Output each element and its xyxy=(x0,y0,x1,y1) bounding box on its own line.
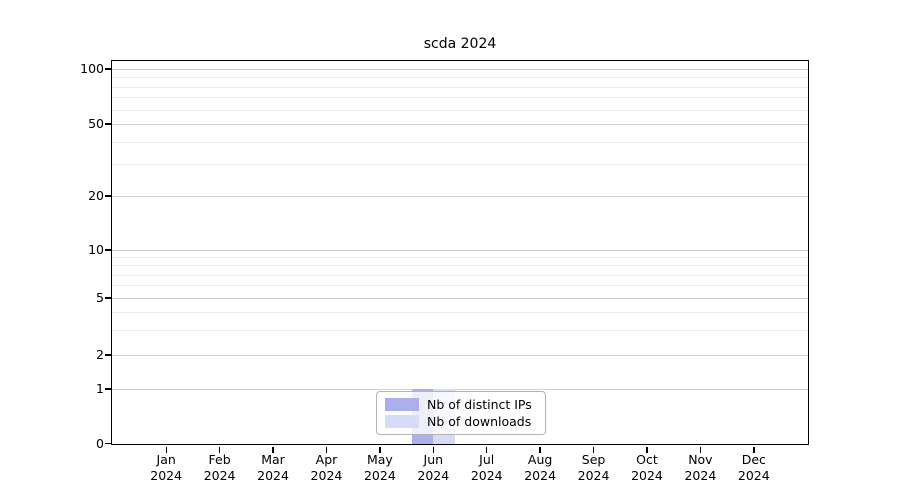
x-axis-tick xyxy=(272,447,274,453)
y-axis-tick-label: 50 xyxy=(88,116,104,131)
y-axis-tick-label: 100 xyxy=(80,61,104,76)
y-axis-tick-label: 5 xyxy=(96,290,104,305)
y-axis-tick xyxy=(104,249,111,251)
major-gridline xyxy=(112,250,808,251)
major-gridline xyxy=(112,355,808,356)
x-axis-tick-label: Jan 2024 xyxy=(150,452,183,483)
x-axis-tick-label: Aug 2024 xyxy=(524,452,557,483)
y-axis-tick xyxy=(104,442,111,445)
minor-gridline xyxy=(112,164,808,166)
major-gridline xyxy=(112,389,808,390)
y-axis-tick xyxy=(104,354,111,356)
chart-title: scda 2024 xyxy=(423,36,497,52)
x-axis-tick-label: May 2024 xyxy=(363,452,396,483)
legend-label-distinct-ips: Nb of distinct IPs xyxy=(427,396,532,412)
y-axis-tick-label: 0 xyxy=(96,435,104,451)
y-axis-tick-label: 20 xyxy=(88,188,104,203)
y-axis-tick xyxy=(104,195,111,197)
y-axis-tick-label: 10 xyxy=(88,242,104,257)
minor-gridline xyxy=(112,97,808,99)
legend-entry-downloads: Nb of downloads xyxy=(385,414,537,429)
x-axis-tick-label: Sep 2024 xyxy=(577,452,610,483)
major-gridline xyxy=(112,298,808,299)
legend-swatch-distinct-ips-icon xyxy=(385,398,419,411)
x-axis-tick xyxy=(699,447,702,453)
y-axis-tick xyxy=(104,68,111,70)
legend-label-downloads: Nb of downloads xyxy=(427,413,532,429)
legend-swatch-downloads-icon xyxy=(385,415,419,428)
x-axis-tick-label: Apr 2024 xyxy=(310,452,343,483)
legend-entry-distinct-ips: Nb of distinct IPs xyxy=(385,397,537,412)
plot-area: 0 1 2 5 10 20 50 100 Jan 2024 Feb 2024 Mar 2024 Apr… xyxy=(80,60,809,483)
x-axis-tick xyxy=(539,447,541,453)
x-axis-tick xyxy=(486,447,488,453)
major-gridline xyxy=(112,196,808,197)
minor-gridline xyxy=(112,311,808,313)
x-axis-tick-label: Jun 2024 xyxy=(417,452,450,483)
x-axis-tick xyxy=(646,447,648,453)
y-axis-tick xyxy=(104,388,111,390)
minor-gridline xyxy=(112,285,808,287)
x-axis-tick-label: Oct 2024 xyxy=(631,452,663,483)
x-axis-tick xyxy=(165,447,167,453)
major-gridline xyxy=(112,69,808,70)
y-axis-tick-label: 1 xyxy=(96,381,104,396)
minor-gridline xyxy=(112,274,808,276)
x-axis-tick xyxy=(592,447,595,453)
x-axis-tick-label: Nov 2024 xyxy=(684,452,717,483)
y-axis-tick xyxy=(104,297,111,299)
minor-gridline xyxy=(112,86,808,88)
minor-gridline xyxy=(112,265,808,267)
x-axis-tick-label: Jul 2024 xyxy=(470,452,503,483)
major-gridline xyxy=(112,124,808,125)
x-axis-tick xyxy=(379,447,381,453)
y-axis-tick-label: 2 xyxy=(96,347,104,362)
minor-gridline xyxy=(112,77,808,79)
x-axis-tick-label: Dec 2024 xyxy=(737,452,770,483)
minor-gridline xyxy=(112,257,808,259)
y-axis-tick xyxy=(104,123,111,125)
legend: Nb of distinct IPs Nb of downloads xyxy=(376,391,546,435)
x-axis-tick-label: Feb 2024 xyxy=(203,452,236,483)
x-axis-tick xyxy=(432,447,434,453)
minor-gridline xyxy=(112,141,808,143)
x-axis-tick-label: Mar 2024 xyxy=(257,452,289,483)
minor-gridline xyxy=(112,329,808,331)
x-axis-tick xyxy=(753,447,755,453)
x-axis-tick xyxy=(218,447,221,453)
minor-gridline xyxy=(112,109,808,111)
x-axis-tick xyxy=(325,447,328,453)
